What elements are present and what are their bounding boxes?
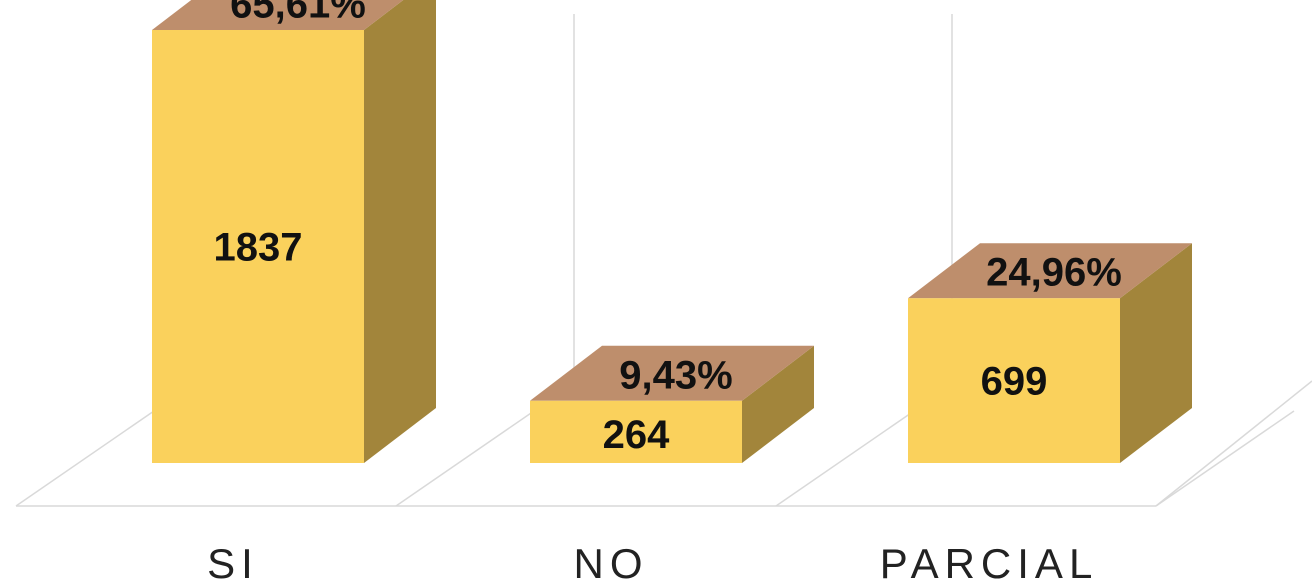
floor-grid-line	[395, 410, 535, 507]
bar-top-face	[530, 345, 814, 401]
bar-side-face	[364, 0, 436, 463]
percent-label: 65,61%	[230, 0, 366, 26]
bar-top-face	[152, 0, 404, 30]
category-axis: SI NO PARCIAL	[207, 540, 1099, 583]
bars: 65,61% 1837 9,43% 264 24,96% 699	[152, 0, 1192, 463]
value-label: 1837	[214, 225, 303, 269]
floor-grid-line	[775, 410, 915, 507]
floor-right-edge	[1155, 380, 1312, 507]
category-label: NO	[574, 540, 649, 583]
bar-no: 9,43% 264	[530, 345, 814, 463]
bar-side-face	[742, 345, 814, 463]
value-label: 699	[981, 360, 1048, 404]
bar-front-face	[530, 400, 742, 463]
grid	[15, 14, 1312, 507]
bar-top-face	[908, 243, 1192, 299]
bar-side-face	[1120, 243, 1192, 463]
category-label: PARCIAL	[880, 540, 1099, 583]
floor-grid-line	[1155, 410, 1295, 507]
value-label: 264	[603, 413, 670, 457]
bar-si: 65,61% 1837	[152, 0, 436, 463]
bar-parcial: 24,96% 699	[908, 243, 1192, 463]
percent-label: 24,96%	[986, 251, 1122, 295]
bar-front-face	[908, 298, 1120, 463]
floor-grid-line	[15, 410, 155, 507]
bar-front-face	[152, 29, 364, 463]
percent-label: 9,43%	[619, 353, 732, 397]
category-label: SI	[207, 540, 259, 583]
